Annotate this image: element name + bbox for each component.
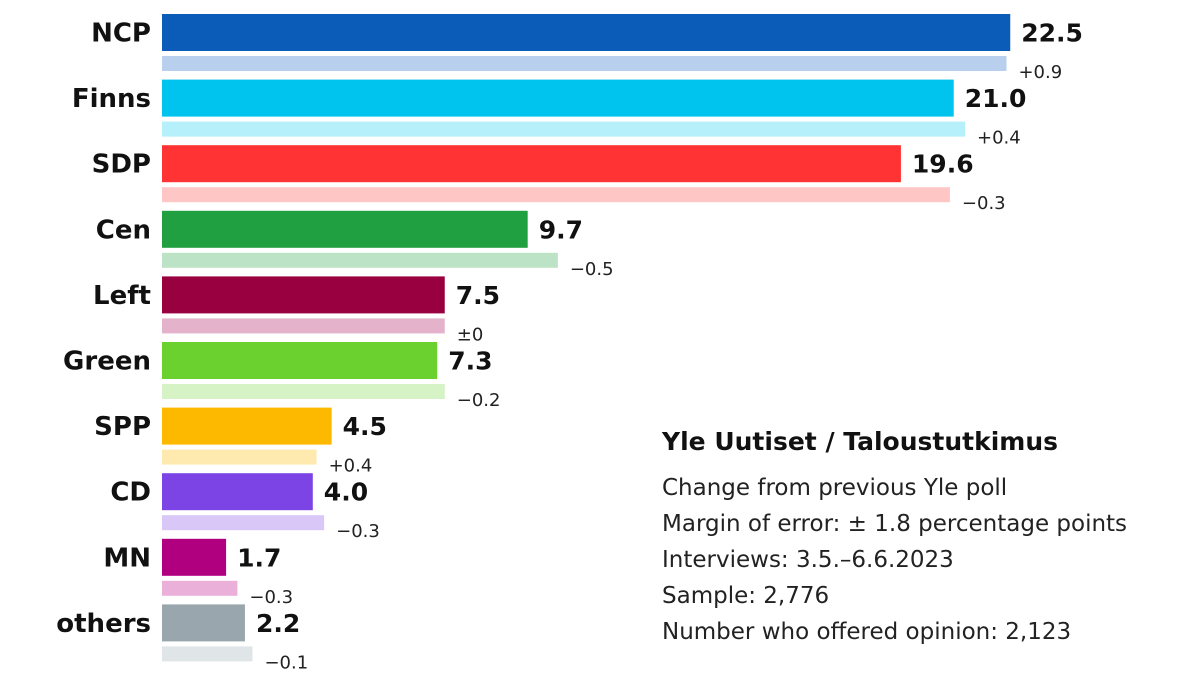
change-label-cen: −0.5 [570, 259, 614, 280]
previous-bar-mn [162, 580, 238, 596]
bar-finns [162, 79, 954, 117]
category-label-spp: SPP [94, 412, 151, 442]
change-label-mn: −0.3 [249, 587, 293, 608]
value-label-ncp: 22.5 [1021, 19, 1083, 48]
previous-bar-cen [162, 252, 558, 268]
category-label-mn: MN [103, 543, 151, 573]
change-label-others: −0.1 [264, 652, 308, 673]
info-line-sample: Sample: 2,776 [662, 583, 830, 609]
category-label-green: Green [63, 347, 151, 377]
bar-mn [162, 538, 227, 576]
value-label-others: 2.2 [256, 609, 300, 638]
bar-cd [162, 473, 313, 511]
value-label-sdp: 19.6 [912, 150, 974, 179]
change-label-green: −0.2 [457, 390, 501, 411]
poll-source-title: Yle Uutiset / Taloustutkimus [662, 427, 1059, 456]
category-label-cd: CD [110, 478, 151, 508]
category-label-others: others [56, 609, 151, 639]
previous-bar-others [162, 646, 253, 662]
info-line-margin-of-error: Margin of error: ± 1.8 percentage points [662, 511, 1128, 537]
change-label-cd: −0.3 [336, 521, 380, 542]
bar-left [162, 276, 445, 314]
bar-sdp [162, 145, 901, 183]
bar-ncp [162, 14, 1011, 51]
previous-bar-ncp [162, 56, 1007, 71]
previous-bar-left [162, 318, 445, 334]
value-label-mn: 1.7 [237, 543, 281, 572]
poll-info-panel: Yle Uutiset / Taloustutkimus Change from… [662, 422, 1192, 650]
bar-green [162, 342, 438, 379]
value-label-spp: 4.5 [343, 412, 387, 441]
info-line-interviews: Interviews: 3.5.–6.6.2023 [662, 547, 954, 573]
change-label-ncp: +0.9 [1018, 62, 1062, 83]
change-label-sdp: −0.3 [962, 193, 1006, 214]
bar-cen [162, 210, 528, 248]
category-label-finns: Finns [72, 84, 151, 114]
bar-others [162, 604, 245, 642]
value-label-finns: 21.0 [965, 84, 1027, 113]
value-label-cen: 9.7 [539, 215, 583, 244]
value-label-left: 7.5 [456, 281, 500, 310]
change-label-finns: +0.4 [977, 128, 1021, 149]
category-label-ncp: NCP [91, 19, 151, 49]
previous-bar-finns [162, 121, 966, 137]
category-label-cen: Cen [96, 215, 151, 245]
value-label-green: 7.3 [448, 347, 492, 376]
previous-bar-green [162, 384, 445, 399]
info-line-opinion-count: Number who offered opinion: 2,123 [662, 619, 1072, 645]
info-line-change-note: Change from previous Yle poll [662, 475, 1008, 501]
bar-spp [162, 407, 332, 445]
change-label-left: ±0 [457, 324, 484, 345]
value-label-cd: 4.0 [324, 478, 368, 507]
previous-bar-spp [162, 449, 317, 465]
previous-bar-cd [162, 515, 325, 531]
change-label-spp: +0.4 [329, 456, 373, 477]
previous-bar-sdp [162, 187, 950, 203]
category-label-sdp: SDP [92, 150, 151, 180]
category-label-left: Left [93, 281, 151, 311]
